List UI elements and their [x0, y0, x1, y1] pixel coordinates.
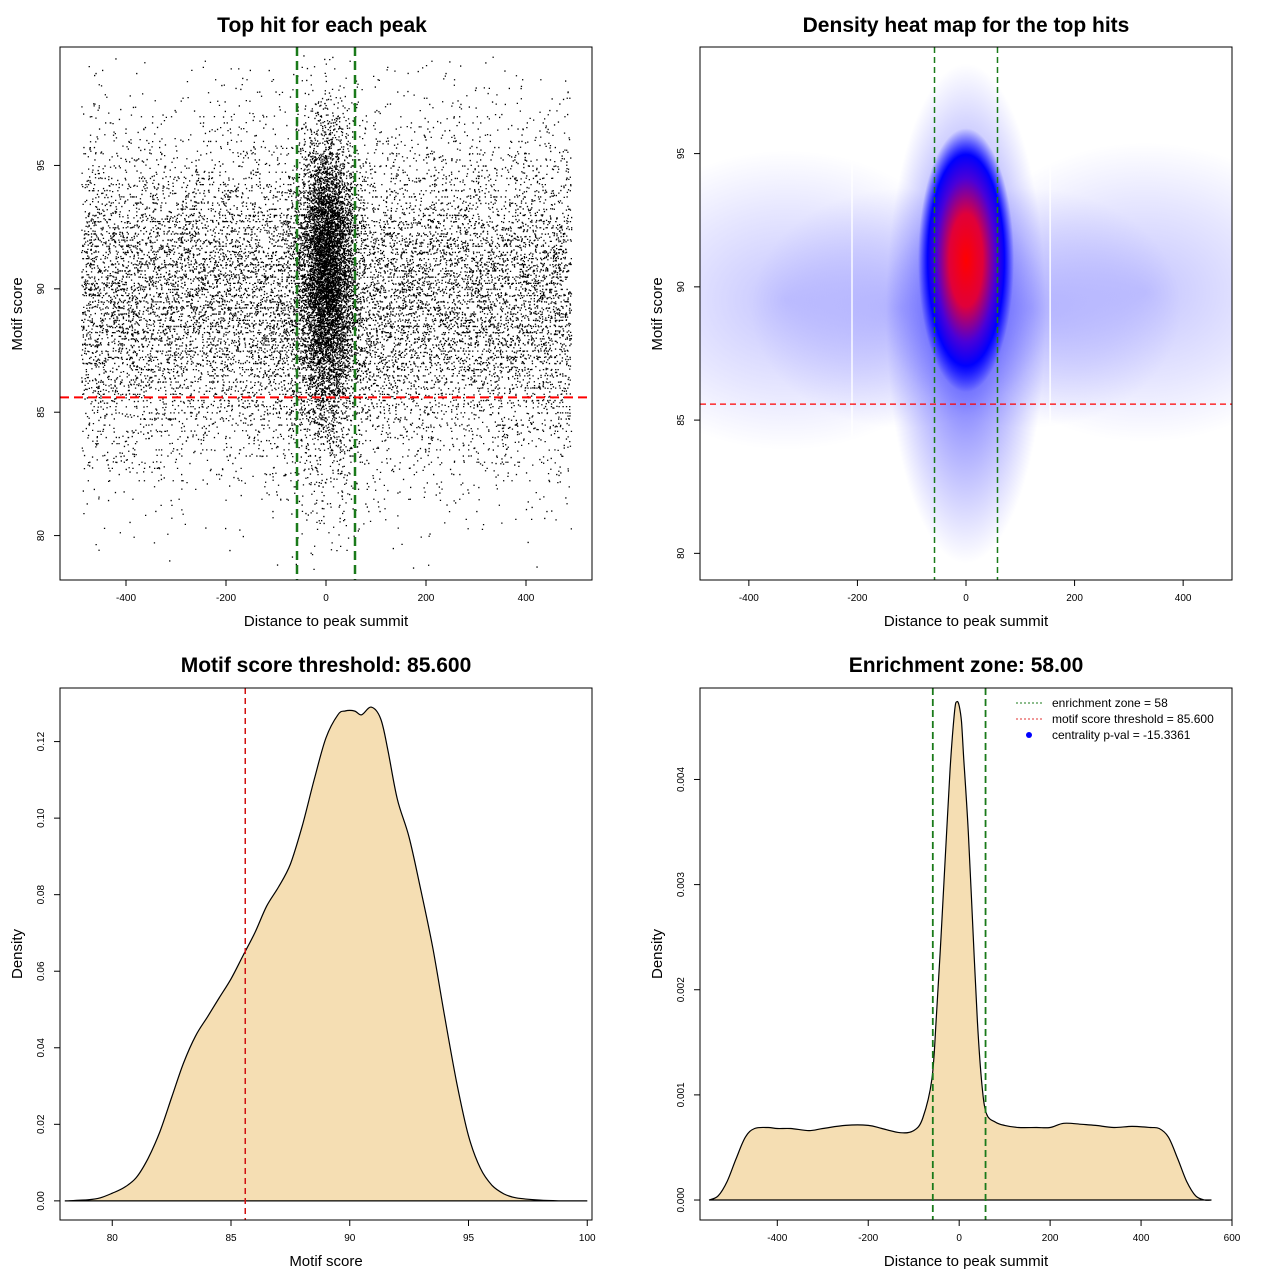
- legend-label: enrichment zone = 58: [1052, 696, 1168, 710]
- y-tick-label: 0.02: [36, 1114, 47, 1134]
- y-tick-label: 0.06: [36, 961, 47, 981]
- panel-heatmap: Density heat map for the top hits Distan…: [649, 14, 1233, 630]
- distance-density-title: Enrichment zone: 58.00: [849, 654, 1084, 677]
- x-tick-label: 200: [418, 593, 435, 604]
- y-tick-label: 80: [36, 530, 47, 542]
- legend-label: motif score threshold = 85.600: [1052, 712, 1214, 726]
- distance-density-x-label: Distance to peak summit: [884, 1253, 1049, 1270]
- scatter-y-label: Motif score: [9, 277, 26, 350]
- scatter-reference-lines: [60, 47, 592, 580]
- x-tick-label: 100: [579, 1233, 596, 1244]
- x-tick-label: 400: [1175, 593, 1192, 604]
- score-density-curve: [64, 706, 588, 1202]
- y-tick-label: 95: [36, 159, 47, 171]
- x-tick-label: -200: [858, 1233, 878, 1244]
- score-density-y-label: Density: [9, 928, 26, 979]
- distance-density-reference-lines: [931, 688, 987, 1220]
- scatter-axes: -400 -200 0 200 400 80 85 90 95: [36, 159, 535, 604]
- x-tick-label: 85: [225, 1233, 237, 1244]
- heatmap-plot-frame: [699, 46, 1233, 581]
- legend-item-centrality-pval: centrality p-val = -15.3361: [1026, 728, 1191, 742]
- legend-label: centrality p-val = -15.3361: [1052, 728, 1191, 742]
- y-tick-label: 80: [676, 547, 687, 559]
- legend-item-enrichment-zone: enrichment zone = 58: [1016, 696, 1168, 710]
- x-tick-label: 0: [323, 593, 329, 604]
- heatmap-title: Density heat map for the top hits: [803, 14, 1130, 37]
- x-tick-label: 400: [1133, 1233, 1150, 1244]
- x-tick-label: -200: [847, 593, 867, 604]
- y-tick-label: 0.08: [36, 885, 47, 905]
- x-tick-label: 0: [956, 1233, 962, 1244]
- y-tick-label: 0.12: [36, 731, 47, 751]
- x-tick-label: 200: [1042, 1233, 1059, 1244]
- score-density-x-label: Motif score: [289, 1253, 362, 1270]
- distance-density-y-label: Density: [649, 928, 666, 979]
- y-tick-label: 90: [36, 283, 47, 295]
- score-density-area: [64, 706, 588, 1202]
- x-tick-label: 95: [463, 1233, 475, 1244]
- y-tick-label: 0.003: [676, 872, 687, 897]
- score-density-plot-frame: [59, 687, 593, 1221]
- y-tick-label: 0.000: [676, 1187, 687, 1212]
- x-tick-label: -400: [116, 593, 136, 604]
- panel-scatter: Top hit for each peak Distance to peak s…: [9, 14, 593, 630]
- x-tick-label: 90: [344, 1233, 356, 1244]
- y-tick-label: 0.001: [676, 1082, 687, 1107]
- scatter-points: [81, 55, 573, 571]
- density-hotspot: [918, 128, 1014, 393]
- scatter-plot-frame: [59, 46, 593, 581]
- x-tick-label: 400: [518, 593, 535, 604]
- distance-density-area: [708, 700, 1212, 1201]
- y-tick-label: 95: [676, 148, 687, 160]
- y-tick-label: 0.00: [36, 1191, 47, 1211]
- distance-density-curve: [708, 700, 1212, 1201]
- x-tick-label: -400: [739, 593, 759, 604]
- heatmap-density-field: [700, 63, 1232, 564]
- legend-item-motif-threshold: motif score threshold = 85.600: [1016, 712, 1214, 726]
- legend: enrichment zone = 58 motif score thresho…: [1016, 696, 1214, 742]
- heatmap-x-label: Distance to peak summit: [884, 613, 1049, 630]
- legend-swatch-point: [1026, 732, 1032, 738]
- y-tick-label: 85: [676, 414, 687, 426]
- x-tick-label: 200: [1066, 593, 1083, 604]
- distance-density-plot-frame: [699, 687, 1233, 1221]
- y-tick-label: 0.004: [676, 767, 687, 792]
- y-tick-label: 85: [36, 406, 47, 418]
- y-tick-label: 0.002: [676, 977, 687, 1002]
- x-tick-label: -200: [216, 593, 236, 604]
- panel-score-density: Motif score threshold: 85.600 Motif scor…: [9, 654, 596, 1270]
- score-density-title: Motif score threshold: 85.600: [181, 654, 472, 677]
- x-tick-label: -400: [767, 1233, 787, 1244]
- x-tick-label: 600: [1224, 1233, 1241, 1244]
- heatmap-y-label: Motif score: [649, 277, 666, 350]
- x-tick-label: 0: [963, 593, 969, 604]
- heatmap-reference-lines: [700, 47, 1232, 580]
- y-tick-label: 0.10: [36, 808, 47, 828]
- scatter-title: Top hit for each peak: [217, 14, 427, 37]
- y-tick-label: 0.04: [36, 1038, 47, 1058]
- y-tick-label: 90: [676, 281, 687, 293]
- x-tick-label: 80: [107, 1233, 119, 1244]
- panel-distance-density: Enrichment zone: 58.00 Distance to peak …: [649, 654, 1241, 1270]
- scatter-x-label: Distance to peak summit: [244, 613, 409, 630]
- scatter-point-cloud: [81, 55, 573, 571]
